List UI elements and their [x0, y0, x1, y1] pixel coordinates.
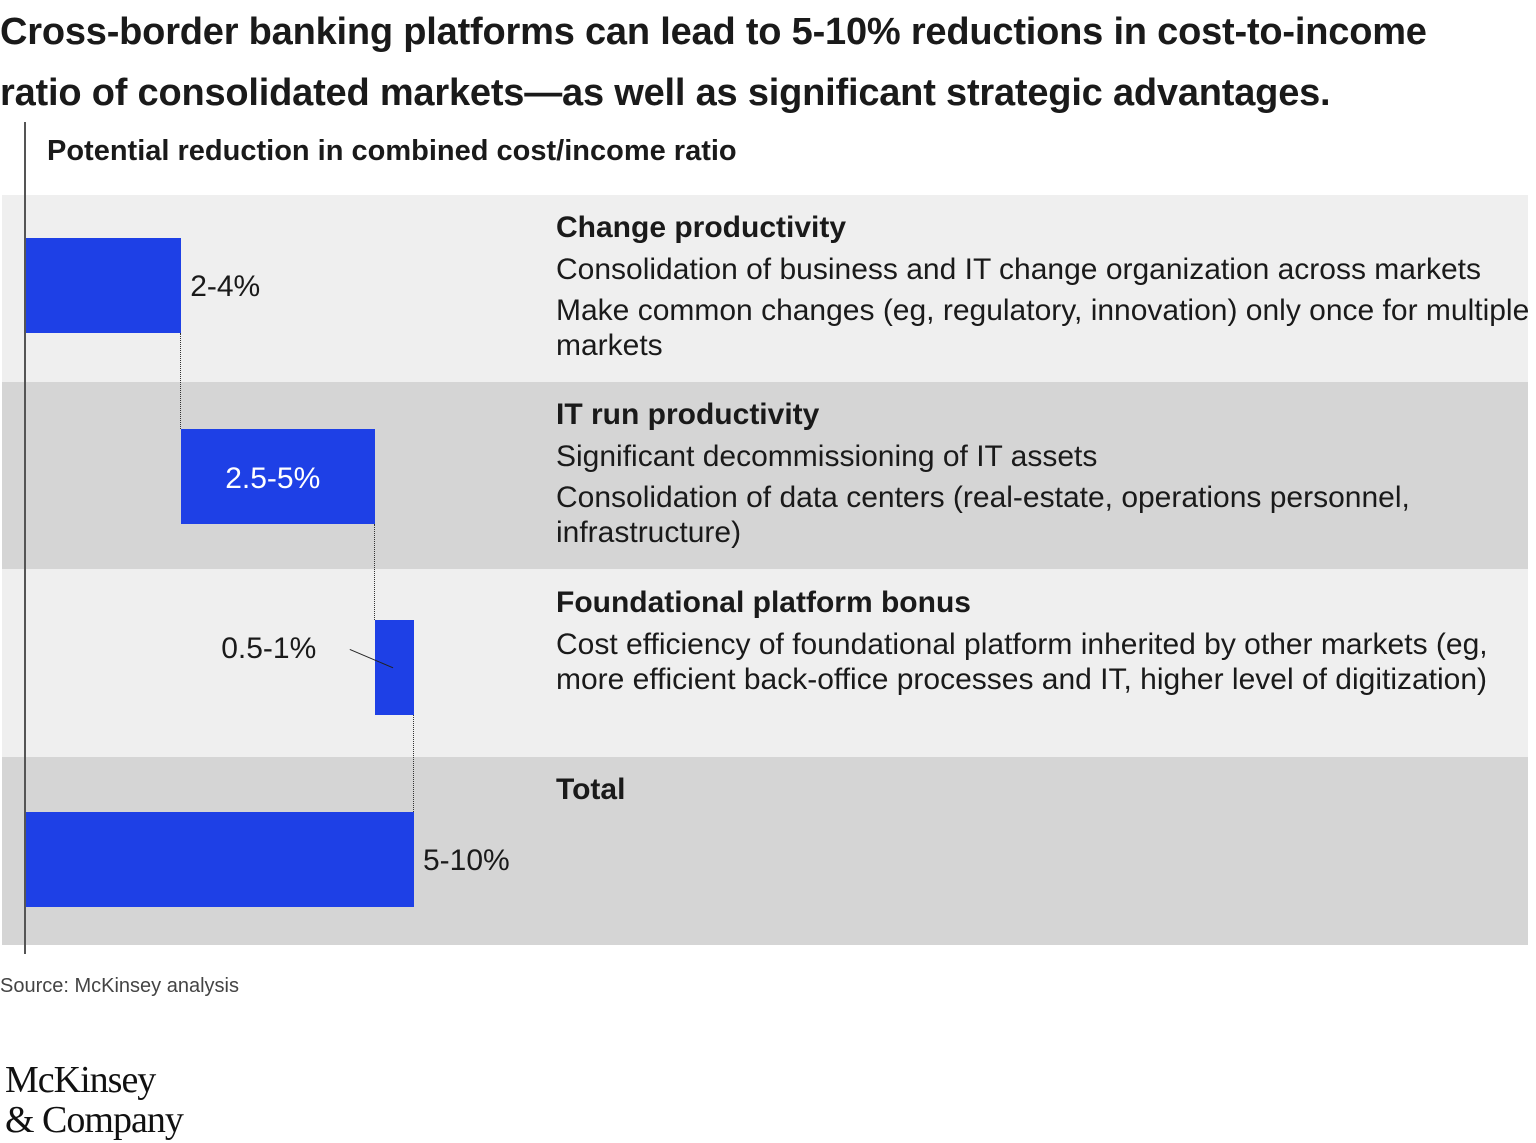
- headline: Cross-border banking platforms can lead …: [0, 2, 1536, 124]
- logo-line-2: & Company: [5, 1099, 184, 1141]
- mckinsey-logo: McKinsey & Company: [5, 1059, 184, 1141]
- value-label-change-productivity: 2-4%: [190, 269, 261, 303]
- category-change-productivity: Change productivity Consolidation of bus…: [556, 210, 1531, 369]
- source-note: Source: McKinsey analysis: [0, 975, 239, 997]
- headline-line-2: ratio of consolidated markets—as well as…: [0, 72, 1331, 114]
- category-heading: Foundational platform bonus: [556, 586, 971, 619]
- logo-line-1: McKinsey: [5, 1059, 156, 1101]
- category-it-run-productivity: IT run productivity Significant decommis…: [556, 397, 1531, 556]
- connector-line: [180, 333, 182, 429]
- connector-line: [374, 524, 376, 620]
- category-detail: Make common changes (eg, regulatory, inn…: [556, 294, 1530, 362]
- category-detail: Cost efficiency of foundational platform…: [556, 628, 1488, 696]
- connector-line: [413, 715, 414, 812]
- value-label-foundational-platform-bonus: 0.5-1%: [221, 631, 317, 665]
- chart-title: Potential reduction in combined cost/inc…: [47, 135, 737, 167]
- row-band-foundational-platform-bonus: [2, 569, 1528, 757]
- category-detail: Significant decommissioning of IT assets: [556, 440, 1098, 473]
- category-heading: Total: [556, 773, 626, 806]
- bar-foundational-platform-bonus: [375, 620, 414, 715]
- bar-it-run-productivity: [181, 429, 376, 524]
- category-foundational-platform-bonus: Foundational platform bonus Cost efficie…: [556, 585, 1531, 703]
- row-band-change-productivity: [2, 195, 1528, 382]
- category-heading: IT run productivity: [556, 398, 820, 431]
- baseline-axis: [24, 122, 26, 954]
- category-heading: Change productivity: [556, 211, 847, 244]
- category-detail: Consolidation of business and IT change …: [556, 253, 1481, 286]
- category-total: Total: [556, 772, 1531, 814]
- bar-change-productivity: [26, 238, 182, 333]
- headline-line-1: Cross-border banking platforms can lead …: [0, 11, 1427, 53]
- value-label-it-run-productivity: 2.5-5%: [225, 461, 321, 495]
- bar-total: [26, 812, 414, 907]
- category-detail: Consolidation of data centers (real-esta…: [556, 481, 1410, 549]
- value-label-total: 5-10%: [423, 843, 510, 877]
